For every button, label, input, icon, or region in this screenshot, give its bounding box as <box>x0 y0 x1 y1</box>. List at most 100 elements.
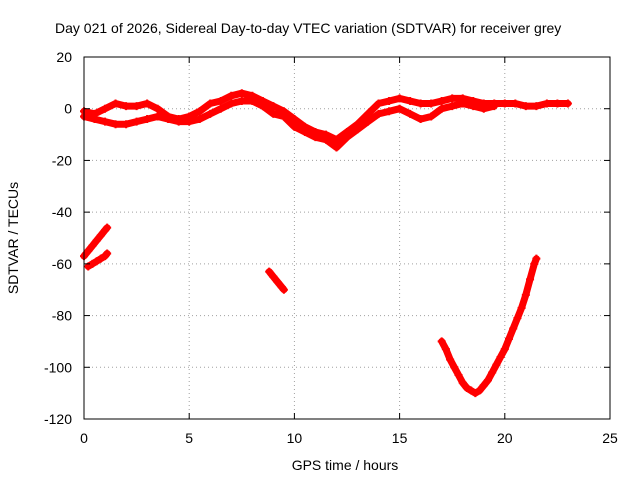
x-tick-label: 25 <box>602 430 618 446</box>
x-tick-label: 0 <box>80 430 88 446</box>
data-point <box>385 107 394 116</box>
data-point <box>111 120 120 129</box>
series-upper-band-b <box>80 96 499 152</box>
data-point <box>90 115 99 124</box>
data-point <box>290 115 299 124</box>
data-point <box>227 91 236 100</box>
data-point <box>153 104 162 113</box>
series-trace <box>80 97 498 151</box>
data-point <box>332 135 341 144</box>
x-tick-label: 15 <box>392 430 408 446</box>
data-point <box>467 386 476 395</box>
data-point <box>143 99 152 108</box>
data-point <box>153 112 162 121</box>
y-tick-label: 0 <box>64 101 72 117</box>
data-point <box>530 259 539 268</box>
y-tick-label: -40 <box>52 204 72 220</box>
data-point <box>248 96 257 105</box>
data-point <box>437 337 446 346</box>
data-point <box>364 117 373 126</box>
data-point <box>437 104 446 113</box>
data-point <box>521 290 530 299</box>
data-point <box>553 99 562 108</box>
data-point <box>92 236 101 245</box>
y-axis-label: SDTVAR / TECUs <box>5 182 21 294</box>
y-tick-label: -100 <box>44 359 72 375</box>
data-point <box>488 368 497 377</box>
data-point <box>395 94 404 103</box>
y-tick-label: -120 <box>44 411 72 427</box>
data-point <box>454 371 463 380</box>
data-point <box>88 241 97 250</box>
data-point <box>448 94 457 103</box>
data-point <box>311 133 320 142</box>
data-point <box>458 378 467 387</box>
data-point <box>132 117 141 126</box>
data-point <box>84 246 93 255</box>
data-point <box>475 386 484 395</box>
y-tick-label: -60 <box>52 256 72 272</box>
data-point <box>269 102 278 111</box>
x-tick-label: 20 <box>497 430 513 446</box>
y-tick-label: -20 <box>52 152 72 168</box>
data-point <box>563 99 572 108</box>
data-point <box>492 360 501 369</box>
data-point <box>321 135 330 144</box>
data-point <box>500 345 509 354</box>
data-point <box>395 104 404 113</box>
series-left-segment-1 <box>80 223 112 261</box>
data-point <box>269 109 278 118</box>
data-point <box>143 115 152 124</box>
data-point <box>122 102 131 111</box>
data-series <box>80 89 572 398</box>
data-point <box>385 96 394 105</box>
data-point <box>206 109 215 118</box>
data-point <box>490 102 499 111</box>
data-point <box>526 275 535 284</box>
data-point <box>164 115 173 124</box>
data-point <box>469 102 478 111</box>
data-point <box>185 117 194 126</box>
data-point <box>265 267 274 276</box>
data-point <box>195 107 204 116</box>
data-point <box>416 99 425 108</box>
data-point <box>279 285 288 294</box>
data-point <box>237 89 246 98</box>
data-point <box>103 223 112 232</box>
data-point <box>532 102 541 111</box>
data-point <box>101 117 110 126</box>
y-tick-label: -80 <box>52 308 72 324</box>
data-point <box>509 324 518 333</box>
data-point <box>174 117 183 126</box>
data-point <box>406 96 415 105</box>
data-point <box>111 99 120 108</box>
plot-frame <box>83 56 611 420</box>
data-point <box>496 352 505 361</box>
data-point <box>479 104 488 113</box>
data-point <box>122 120 131 129</box>
data-point <box>273 277 282 286</box>
x-axis-label: GPS time / hours <box>292 457 399 473</box>
data-point <box>216 96 225 105</box>
data-point <box>374 99 383 108</box>
data-point <box>279 112 288 121</box>
data-point <box>513 314 522 323</box>
data-point <box>96 254 105 263</box>
x-tick-label: 10 <box>287 430 303 446</box>
data-point <box>483 376 492 385</box>
data-point <box>343 133 351 142</box>
data-point <box>437 96 446 105</box>
chart-title: Day 021 of 2026, Sidereal Day-to-day VTE… <box>55 20 561 36</box>
data-point <box>290 122 299 131</box>
data-point <box>216 104 225 113</box>
data-point <box>511 99 520 108</box>
data-point <box>92 257 101 266</box>
data-point <box>406 109 415 118</box>
data-point <box>532 254 541 263</box>
data-point <box>446 355 455 364</box>
x-tick-label: 5 <box>185 430 193 446</box>
series-v-curve <box>437 254 541 398</box>
data-point <box>206 99 215 108</box>
data-point <box>103 249 112 258</box>
